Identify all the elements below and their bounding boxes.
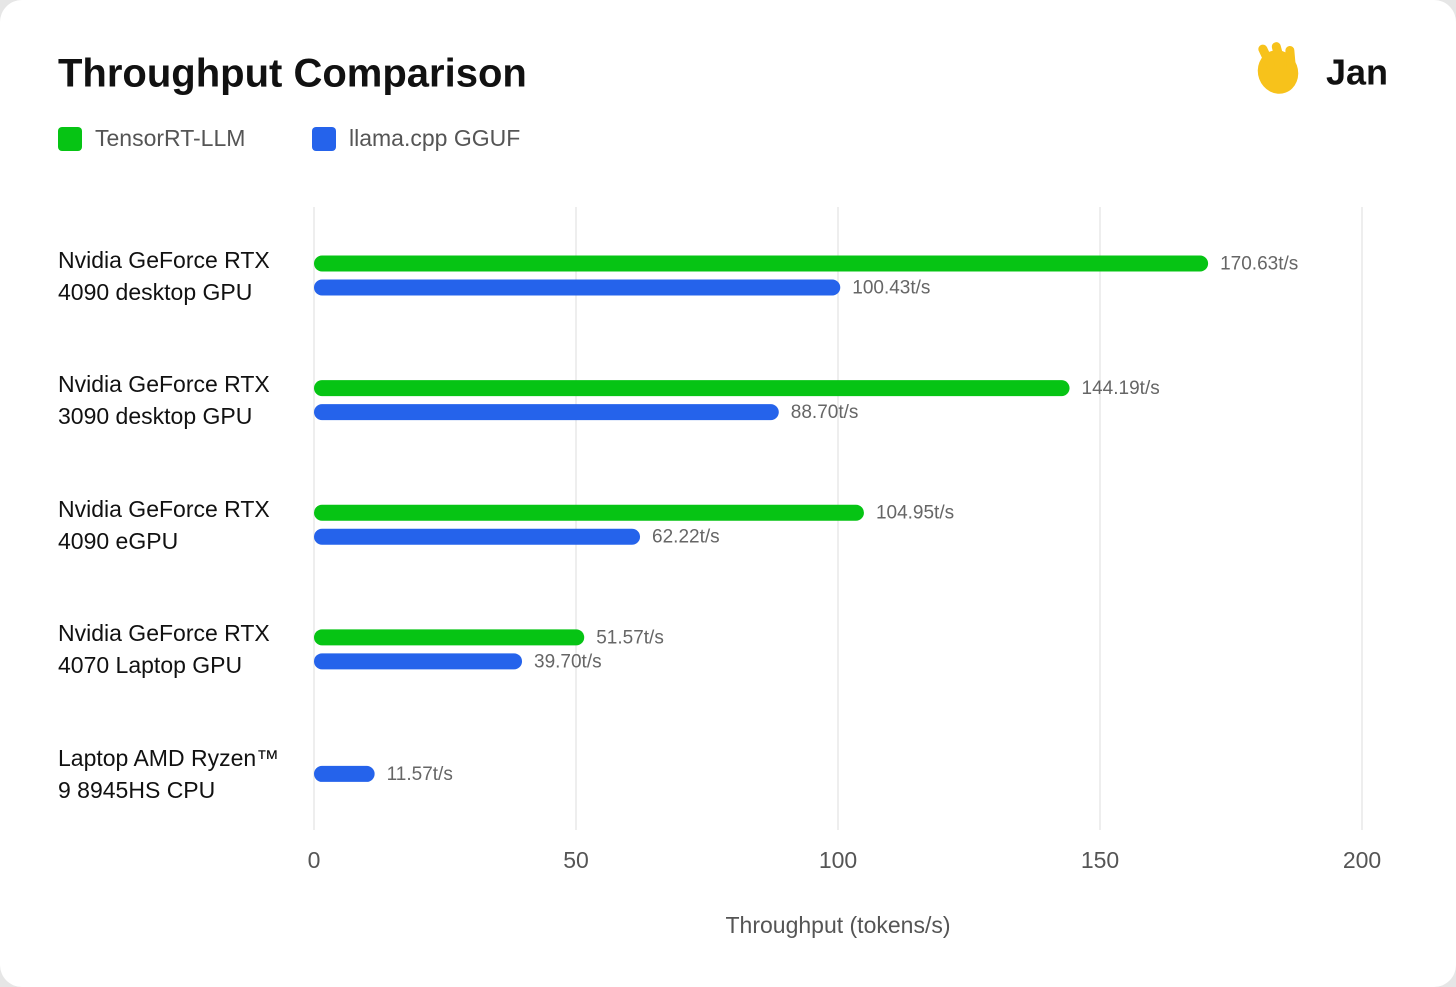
bar — [314, 504, 864, 521]
y-tick-label: Nvidia GeForce RTX 3090 desktop GPU — [58, 371, 270, 430]
legend-label: llama.cpp GGUF — [349, 125, 520, 151]
x-tick-label: 50 — [563, 847, 589, 873]
value-label: 170.63t/s — [1220, 254, 1298, 275]
bar — [314, 404, 779, 421]
x-tick-label: 200 — [1343, 847, 1381, 873]
value-label: 88.70t/s — [791, 402, 859, 423]
y-tick-label: Laptop AMD Ryzen™ 9 8945HS CPU — [58, 744, 280, 803]
x-tick-label: 150 — [1081, 847, 1119, 873]
brand-icon — [1257, 42, 1299, 94]
value-label: 39.70t/s — [534, 651, 602, 672]
value-label: 144.19t/s — [1082, 378, 1160, 399]
y-tick-label: Nvidia GeForce RTX 4090 desktop GPU — [58, 246, 270, 305]
value-label: 104.95t/s — [876, 503, 954, 524]
value-label: 11.57t/s — [387, 764, 453, 785]
legend-swatch — [312, 127, 336, 151]
bar — [314, 380, 1070, 397]
y-tick-label: Nvidia GeForce RTX 4090 eGPU — [58, 495, 270, 554]
x-axis-label: Throughput (tokens/s) — [725, 912, 950, 938]
value-label: 51.57t/s — [596, 627, 664, 648]
chart-title: Throughput Comparison — [58, 52, 527, 96]
bar — [314, 528, 641, 545]
bar — [314, 653, 523, 670]
bar — [314, 255, 1209, 272]
y-tick-label: Nvidia GeForce RTX 4070 Laptop GPU — [58, 620, 270, 679]
bar — [314, 629, 585, 646]
bar — [314, 765, 375, 782]
brand-name: Jan — [1326, 52, 1388, 93]
x-tick-label: 0 — [308, 847, 321, 873]
value-label: 100.43t/s — [852, 278, 930, 299]
legend-swatch — [58, 127, 82, 151]
bar — [314, 279, 841, 296]
value-label: 62.22t/s — [652, 527, 720, 548]
legend-label: TensorRT-LLM — [95, 125, 245, 151]
x-tick-label: 100 — [819, 847, 857, 873]
